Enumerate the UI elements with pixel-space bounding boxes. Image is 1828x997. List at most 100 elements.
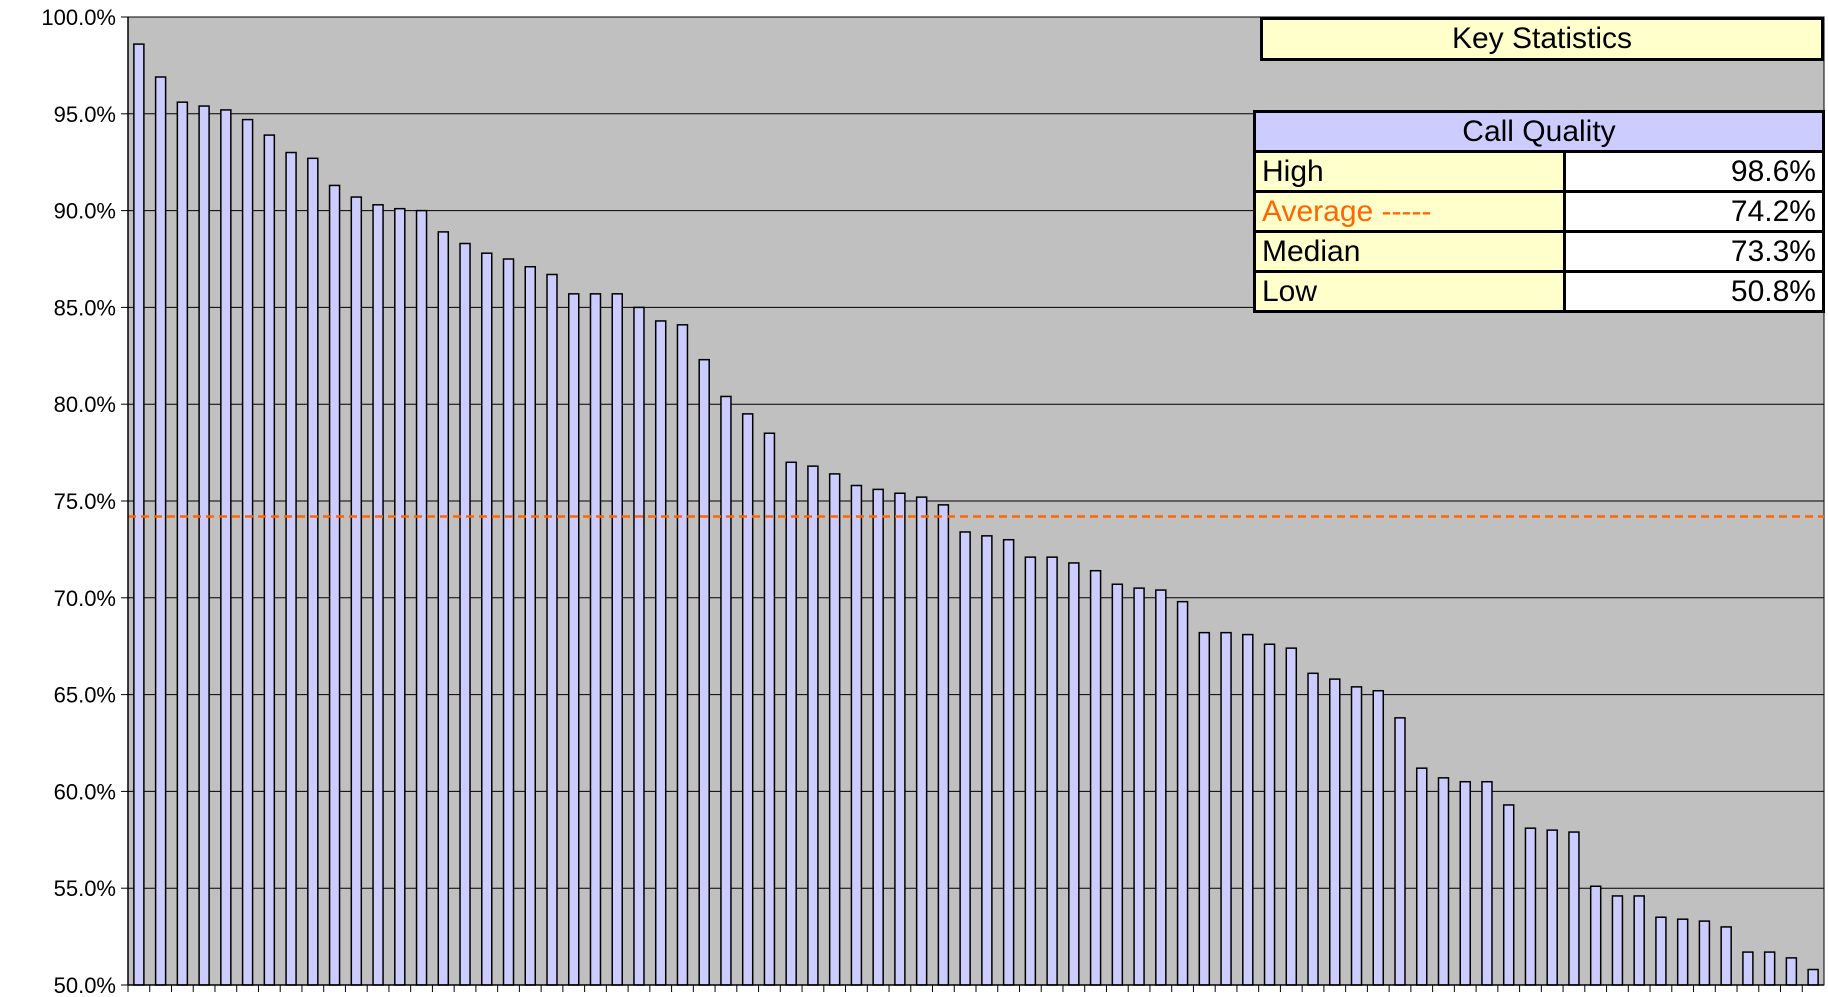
- bar: [1133, 587, 1145, 986]
- bar: [567, 293, 580, 986]
- stat-label-high: High: [1253, 150, 1566, 193]
- stat-value-low: 50.8%: [1563, 270, 1825, 313]
- bar: [1263, 643, 1276, 986]
- table-row: Median 73.3%: [1253, 230, 1825, 273]
- x-axis-ticks: [127, 985, 1803, 992]
- bar: [1459, 780, 1471, 986]
- bar: [220, 109, 232, 986]
- bar: [785, 461, 797, 986]
- bar: [1742, 951, 1754, 986]
- y-tick-label: 60.0%: [54, 779, 116, 804]
- bar: [1589, 885, 1602, 986]
- bar: [1220, 631, 1232, 986]
- bar: [654, 320, 667, 986]
- y-tick-label: 65.0%: [54, 683, 116, 708]
- bar: [1002, 538, 1015, 986]
- bar: [154, 76, 167, 986]
- y-tick-label: 95.0%: [54, 102, 116, 127]
- bar: [1329, 678, 1341, 986]
- bar-series: [133, 43, 1819, 986]
- y-tick-label: 90.0%: [54, 199, 116, 224]
- bar: [698, 358, 710, 986]
- bar: [1611, 895, 1624, 986]
- bar: [959, 531, 971, 986]
- stat-value-median: 73.3%: [1563, 230, 1825, 273]
- stat-label-median: Median: [1253, 230, 1566, 273]
- y-tick-label: 70.0%: [54, 586, 116, 611]
- bar: [502, 258, 515, 986]
- stat-value-high: 98.6%: [1563, 150, 1825, 193]
- stat-value-average: 74.2%: [1563, 190, 1825, 233]
- bar: [1285, 647, 1298, 986]
- bar: [741, 413, 754, 986]
- bar: [1176, 600, 1189, 986]
- bar: [546, 273, 558, 986]
- bar: [1394, 717, 1406, 986]
- bar: [1524, 827, 1537, 986]
- bar: [263, 134, 276, 986]
- bar: [328, 184, 341, 986]
- stat-label-low: Low: [1253, 270, 1566, 313]
- bar: [1046, 556, 1058, 986]
- bar: [133, 43, 145, 986]
- bar: [1350, 686, 1363, 986]
- bar: [915, 496, 928, 986]
- bar: [1068, 562, 1080, 986]
- bar: [1568, 831, 1580, 986]
- bar: [633, 306, 645, 986]
- y-tick-label: 80.0%: [54, 392, 116, 417]
- bar: [372, 204, 384, 986]
- y-tick-label: 50.0%: [54, 973, 116, 997]
- bar: [937, 504, 950, 986]
- bar: [198, 105, 210, 986]
- bar: [1633, 895, 1645, 986]
- bar: [1763, 951, 1776, 986]
- bar: [1502, 804, 1515, 986]
- bar: [589, 293, 602, 986]
- bar: [481, 252, 493, 986]
- bar: [437, 231, 450, 986]
- bar: [1720, 926, 1732, 986]
- bar: [850, 484, 863, 986]
- bar: [1415, 767, 1428, 986]
- table-row: Average ----- 74.2%: [1253, 190, 1825, 233]
- bar: [1089, 569, 1102, 986]
- bar: [1155, 589, 1167, 986]
- bar: [1698, 920, 1711, 986]
- bar: [1785, 957, 1798, 986]
- bar: [524, 265, 537, 986]
- bar: [1372, 689, 1385, 986]
- bar: [981, 535, 993, 986]
- bar: [285, 151, 297, 986]
- bar: [1676, 918, 1689, 986]
- table-header-row: Call Quality: [1253, 110, 1825, 153]
- bar: [1437, 777, 1450, 986]
- bar: [459, 242, 471, 986]
- bar: [676, 324, 689, 986]
- bar: [611, 293, 623, 986]
- bar: [872, 488, 884, 986]
- y-tick-label: 75.0%: [54, 489, 116, 514]
- table-row: High 98.6%: [1253, 150, 1825, 193]
- bar: [350, 196, 363, 986]
- bar: [894, 492, 906, 986]
- bar: [1024, 556, 1037, 986]
- bar: [1481, 780, 1493, 986]
- bar: [1655, 916, 1667, 986]
- y-tick-label: 85.0%: [54, 295, 116, 320]
- call-quality-table: Call Quality High 98.6% Average ----- 74…: [1253, 110, 1825, 313]
- call-quality-header: Call Quality: [1253, 110, 1825, 153]
- bar: [1111, 583, 1124, 986]
- bar: [1546, 829, 1558, 986]
- key-statistics-title: Key Statistics: [1260, 17, 1824, 61]
- stat-label-average: Average -----: [1253, 190, 1566, 233]
- bar: [394, 207, 406, 986]
- bar: [1242, 633, 1254, 986]
- bar: [828, 473, 841, 986]
- bar: [307, 157, 319, 986]
- bar: [176, 101, 189, 986]
- y-axis-ticks: 100.0% 95.0% 90.0% 85.0% 80.0% 75.0% 70.0% 65.0…: [41, 5, 128, 997]
- y-tick-label: 55.0%: [54, 876, 116, 901]
- bar: [1807, 968, 1819, 986]
- table-row: Low 50.8%: [1253, 270, 1825, 313]
